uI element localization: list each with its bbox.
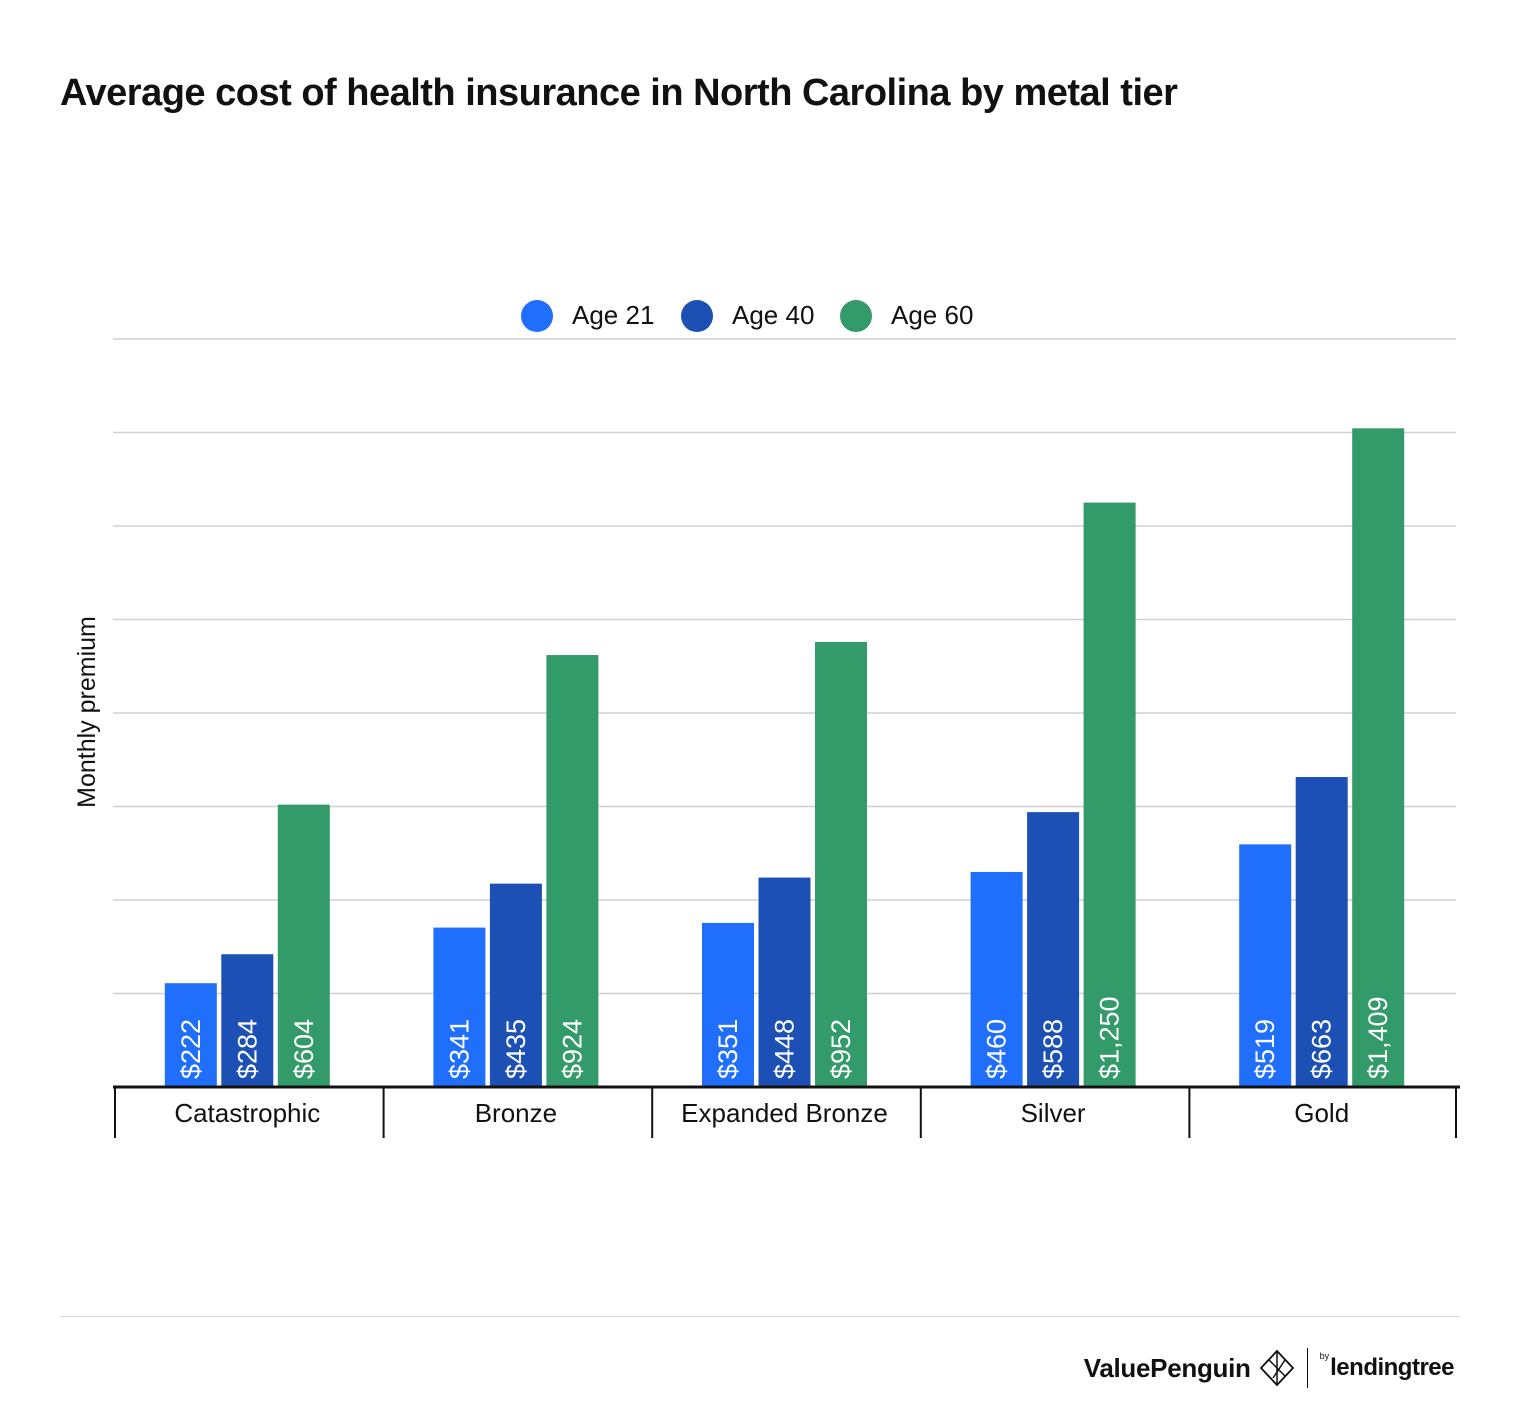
- by-text: by: [1319, 1351, 1330, 1361]
- x-tick-label: Catastrophic: [174, 1098, 320, 1128]
- legend-swatch: [681, 300, 713, 332]
- bar: [277, 804, 330, 1087]
- legend-label: Age 21: [572, 300, 654, 330]
- bar: [433, 927, 486, 1087]
- bar: [1083, 502, 1136, 1087]
- bar-value-label: $519: [1250, 1019, 1280, 1079]
- x-tick-label: Bronze: [475, 1098, 557, 1128]
- branding: ValuePenguin by lendingtree: [1084, 1346, 1454, 1390]
- lendingtree-logo-text: lendingtree: [1330, 1354, 1454, 1381]
- bar-value-label: $604: [289, 1019, 319, 1079]
- bar-value-label: $952: [826, 1019, 856, 1079]
- x-axis: Catastrophic Bronze Expanded Bronze Silver G…: [113, 1085, 1460, 1138]
- x-tick-label: Silver: [1021, 1098, 1086, 1128]
- bar: [164, 983, 217, 1087]
- footer-divider: [60, 1316, 1460, 1317]
- bar-value-label: $341: [444, 1019, 474, 1079]
- legend-label: Age 40: [732, 300, 814, 330]
- valuepenguin-logo-text: ValuePenguin: [1083, 1352, 1251, 1383]
- bar-value-label: $448: [770, 1019, 800, 1079]
- y-axis-label: Monthly premium: [73, 616, 101, 808]
- bar: [1295, 777, 1348, 1087]
- bar: [1027, 812, 1080, 1087]
- bar: [702, 922, 754, 1087]
- bar: [1239, 844, 1292, 1087]
- bar: [489, 883, 542, 1087]
- legend-swatch: [521, 300, 553, 332]
- bar: [221, 954, 274, 1087]
- bar-chart: Age 21 Age 40 Age 60 Monthly premium $222 $…: [73, 300, 1460, 1138]
- legend-label: Age 60: [891, 300, 973, 330]
- bar-value-label: $588: [1038, 1019, 1068, 1079]
- bar-value-label: $351: [713, 1019, 743, 1079]
- chart-title: Average cost of health insurance in Nort…: [60, 72, 1178, 114]
- bar-value-label: $1,409: [1363, 996, 1393, 1079]
- bar-value-label: $1,250: [1095, 996, 1125, 1079]
- bar: [758, 877, 811, 1087]
- bar: [815, 641, 867, 1087]
- legend-swatch: [840, 300, 872, 332]
- brand-separator: [1306, 1348, 1308, 1388]
- bar-value-label: $663: [1307, 1019, 1337, 1079]
- bar: [546, 655, 599, 1087]
- x-tick-label: Gold: [1294, 1098, 1349, 1128]
- x-tick-label: Expanded Bronze: [681, 1098, 888, 1128]
- bar: [970, 871, 1023, 1087]
- bar: [1352, 428, 1405, 1088]
- bar-value-label: $435: [501, 1019, 531, 1079]
- bar-value-label: $924: [557, 1019, 587, 1079]
- bar-value-label: $284: [232, 1019, 262, 1079]
- penguin-logo-icon: [1259, 1349, 1294, 1387]
- legend: Age 21 Age 40 Age 60: [521, 300, 973, 332]
- bar-value-label: $222: [176, 1019, 206, 1079]
- bar-value-label: $460: [982, 1019, 1012, 1079]
- bars: $222 $284 $604 $341 $435 $924 $351 $448 $952 $460…: [164, 428, 1405, 1088]
